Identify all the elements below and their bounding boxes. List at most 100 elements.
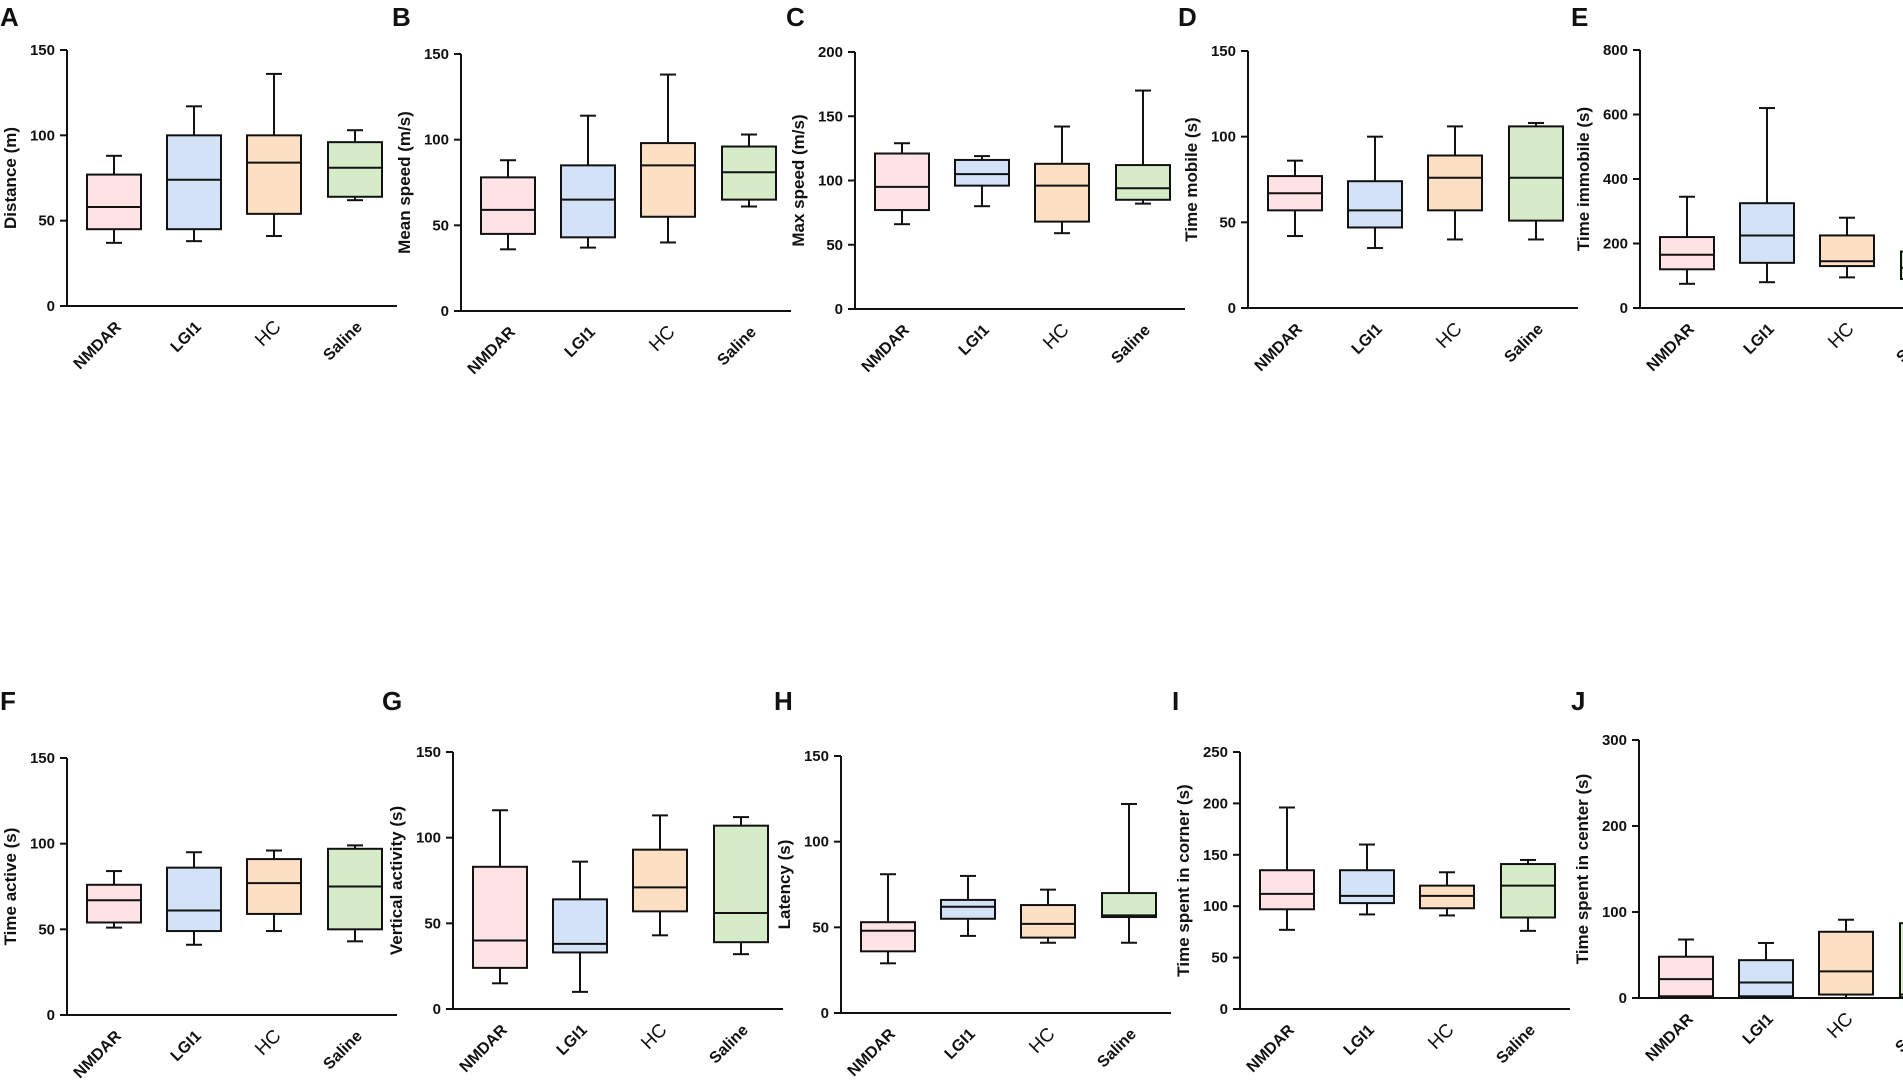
x-category-label: HC <box>1823 1009 1857 1043</box>
iqr-box <box>1419 884 1475 910</box>
x-category-label: LGI1 <box>956 322 993 359</box>
x-category-label: HC <box>251 1026 285 1060</box>
box-hc <box>1020 888 1076 944</box>
panel-a: A Distance (m) 0 50 100 150 NMDAR LGI1 HC Saline <box>0 2 397 373</box>
y-tick-label: 150 <box>30 750 55 767</box>
box-nmdar <box>1658 938 1714 999</box>
x-category-label: HC <box>1432 319 1466 353</box>
x-category-label: Saline <box>1108 322 1153 367</box>
panel-letter: B <box>392 2 411 32</box>
iqr-box <box>1034 162 1090 223</box>
x-category-label: LGI1 <box>562 324 599 361</box>
iqr-box <box>1818 930 1874 996</box>
y-tick-label: 100 <box>424 132 449 149</box>
x-category-label: NMDAR <box>465 323 519 377</box>
x-category-label: Saline <box>1501 321 1546 366</box>
y-axis-label: Time spent in center (s) <box>1573 774 1592 965</box>
y-tick-label: 100 <box>30 127 55 144</box>
y-tick-label: 150 <box>1203 847 1228 864</box>
panel-letter: I <box>1172 686 1179 716</box>
y-tick-label: 50 <box>38 213 55 230</box>
x-category-label: Saline <box>1893 321 1903 366</box>
panel-c: C Max speed (m/s) 0 50 100 150 200 NMDAR LGI1 HC S… <box>786 2 1185 376</box>
box-nmdar <box>480 159 536 251</box>
box-saline <box>327 844 383 943</box>
iqr-box <box>560 164 616 239</box>
y-tick-label: 150 <box>804 748 829 765</box>
box-saline <box>1101 802 1157 944</box>
iqr-box <box>1347 180 1403 229</box>
y-tick-label: 0 <box>47 298 55 315</box>
panel-g: G Vertical activity (s) 0 50 100 150 NMDAR LGI1… <box>382 686 783 1076</box>
x-category-label: HC <box>1039 320 1073 354</box>
panel-j: J Time spent in center (s) 0 100 200 300 NMDAR… <box>1571 686 1903 1065</box>
y-tick-label: 0 <box>835 301 843 318</box>
x-category-label: HC <box>251 317 285 351</box>
y-tick-label: 150 <box>818 108 843 125</box>
x-category-label: LGI1 <box>942 1026 979 1063</box>
box-hc <box>640 73 696 244</box>
x-category-label: Saline <box>1493 1022 1538 1067</box>
y-axis-label: Vertical activity (s) <box>387 806 406 955</box>
iqr-box <box>1900 250 1903 280</box>
box-saline <box>713 816 769 956</box>
box-hc <box>632 814 688 937</box>
panel-letter: G <box>382 686 402 716</box>
y-tick-label: 50 <box>432 217 449 234</box>
x-category-label: HC <box>1424 1020 1458 1054</box>
iqr-box <box>860 921 916 953</box>
box-hc <box>246 849 302 933</box>
iqr-box <box>327 847 383 931</box>
y-axis-label: Latency (s) <box>775 840 794 930</box>
box-lgi1 <box>954 155 1010 208</box>
y-tick-label: 50 <box>38 921 55 938</box>
iqr-box <box>1739 202 1795 264</box>
y-tick-label: 0 <box>1619 990 1627 1007</box>
box-nmdar <box>86 870 142 929</box>
box-saline <box>1500 858 1556 932</box>
y-tick-label: 50 <box>1219 214 1236 231</box>
box-nmdar <box>860 873 916 965</box>
iqr-box <box>472 865 528 969</box>
y-tick-label: 200 <box>818 44 843 61</box>
iqr-box <box>1427 154 1483 212</box>
iqr-box <box>1508 125 1564 222</box>
iqr-box <box>1659 236 1715 271</box>
x-category-label: HC <box>1824 319 1858 353</box>
panel-f: F Time active (s) 0 50 100 150 NMDAR LGI1 HC Sali… <box>0 686 397 1082</box>
panel-letter: H <box>774 686 793 716</box>
x-category-label: NMDAR <box>1643 1010 1697 1064</box>
box-saline <box>1900 250 1903 280</box>
box-hc <box>1419 871 1475 917</box>
box-nmdar <box>1267 159 1323 238</box>
x-category-label: HC <box>1025 1024 1059 1058</box>
box-lgi1 <box>166 851 222 946</box>
x-category-label: Saline <box>1892 1011 1903 1056</box>
panel-i: I Time spent in corner (s) 0 50 100 150 200 250… <box>1172 686 1570 1076</box>
y-tick-label: 100 <box>416 830 441 847</box>
panel-d: D Time mobile (s) 0 50 100 150 NMDAR LGI1 HC Sali… <box>1178 2 1578 375</box>
iqr-box <box>86 173 142 231</box>
y-tick-label: 400 <box>1603 171 1628 188</box>
x-category-label: Saline <box>320 1028 365 1073</box>
iqr-box <box>874 152 930 212</box>
panel-h: H Latency (s) 0 50 100 150 NMDAR LGI1 HC Saline <box>774 686 1171 1080</box>
x-category-label: LGI1 <box>168 1028 205 1065</box>
x-category-label: NMDAR <box>71 318 125 372</box>
y-tick-label: 250 <box>1203 744 1228 761</box>
y-tick-label: 150 <box>1211 43 1236 60</box>
y-tick-label: 50 <box>424 915 441 932</box>
x-category-label: NMDAR <box>457 1021 511 1075</box>
x-category-label: NMDAR <box>1252 320 1306 374</box>
box-hc <box>1819 216 1875 279</box>
y-tick-label: 300 <box>1602 732 1627 749</box>
panel-letter: A <box>0 2 19 32</box>
panel-e: E Time immobile (s) 0 200 400 600 800 NMDAR LGI1… <box>1571 2 1903 375</box>
iqr-box <box>940 898 996 920</box>
x-category-label: LGI1 <box>1741 321 1778 358</box>
panel-letter: D <box>1178 2 1197 32</box>
x-category-label: Saline <box>714 324 759 369</box>
box-hc <box>246 72 302 238</box>
y-tick-label: 100 <box>1203 898 1228 915</box>
iqr-box <box>166 134 222 231</box>
